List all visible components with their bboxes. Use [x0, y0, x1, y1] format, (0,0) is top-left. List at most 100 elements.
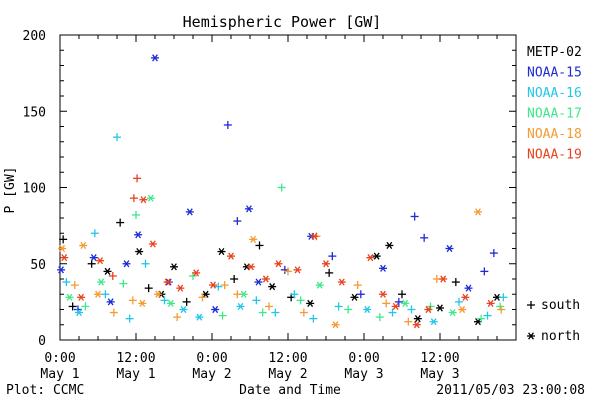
y-tick-label: 150: [23, 105, 46, 120]
x-tick-label-time: 0:00: [44, 351, 75, 366]
data-point-noaa-16: [62, 278, 71, 287]
data-point-metp-02: [217, 247, 226, 256]
data-point-metp-02: [87, 259, 96, 268]
data-point-noaa-16: [125, 314, 134, 323]
data-point-noaa-19: [366, 254, 375, 262]
data-point-noaa-18: [58, 244, 67, 253]
data-point-metp-02: [144, 284, 153, 293]
data-point-noaa-17: [344, 305, 353, 314]
legend-marker-label-south: south: [541, 298, 580, 313]
data-point-noaa-17: [132, 210, 140, 219]
data-point-noaa-18: [128, 296, 137, 305]
data-point-noaa-15: [223, 120, 232, 129]
data-point-noaa-19: [192, 269, 201, 277]
data-point-noaa-18: [382, 299, 391, 308]
x-tick-label-time: 0:00: [196, 351, 227, 366]
data-point-noaa-18: [458, 305, 467, 314]
data-point-noaa-18: [138, 299, 147, 307]
data-point-noaa-17: [97, 278, 106, 286]
x-tick-label-time: 12:00: [116, 351, 155, 366]
data-point-noaa-19: [227, 252, 235, 260]
data-point-noaa-17: [81, 302, 90, 311]
data-point-noaa-17: [277, 183, 286, 192]
data-point-noaa-19: [439, 275, 448, 283]
data-point-noaa-18: [233, 290, 242, 299]
data-point-noaa-19: [96, 257, 105, 265]
data-point-noaa-19: [148, 240, 157, 248]
x-axis-label: Date and Time: [239, 383, 341, 398]
data-point-noaa-17: [146, 194, 155, 202]
data-point-noaa-15: [134, 231, 143, 239]
data-point-noaa-19: [293, 266, 302, 274]
data-point-noaa-18: [299, 308, 308, 317]
data-point-noaa-16: [214, 282, 223, 291]
data-point-noaa-16: [160, 296, 169, 305]
data-point-noaa-19: [461, 293, 470, 301]
data-point-metp-02: [451, 278, 460, 287]
legend-marker-north-icon: [527, 332, 535, 340]
data-point-noaa-16: [363, 305, 372, 314]
data-point-noaa-16: [388, 308, 397, 317]
data-point-noaa-18: [331, 321, 340, 329]
data-point-noaa-16: [101, 290, 110, 299]
x-tick-label-date: May 1: [40, 367, 79, 382]
data-point-metp-02: [398, 290, 406, 299]
data-point-metp-02: [230, 275, 239, 283]
data-point-noaa-16: [75, 308, 83, 317]
x-tick-label-time: 12:00: [420, 351, 459, 366]
x-tick-label-date: May 2: [192, 367, 231, 382]
data-point-metp-02: [255, 241, 264, 250]
data-point-noaa-15: [410, 212, 419, 221]
legend-marker-south-icon: [527, 301, 535, 309]
series-noaa-16: [62, 133, 508, 326]
data-point-noaa-16: [113, 133, 121, 142]
data-point-noaa-15: [328, 252, 337, 261]
series-noaa-18: [58, 208, 506, 329]
data-point-noaa-18: [265, 302, 273, 311]
y-tick-label: 50: [30, 258, 46, 273]
data-point-noaa-18: [173, 313, 182, 322]
data-point-noaa-15: [233, 217, 242, 226]
legend-entry-noaa-16: NOAA-16: [527, 86, 582, 101]
x-tick-label-date: May 2: [268, 367, 307, 382]
data-point-noaa-18: [404, 317, 413, 326]
data-point-metp-02: [116, 218, 125, 227]
x-tick-label-date: May 3: [344, 367, 383, 382]
series-noaa-17: [65, 183, 505, 323]
data-point-noaa-15: [379, 264, 387, 272]
data-point-noaa-19: [60, 254, 69, 262]
data-point-noaa-15: [420, 233, 429, 242]
data-point-noaa-15: [464, 284, 473, 292]
data-point-noaa-19: [133, 174, 142, 183]
data-point-noaa-16: [141, 259, 150, 268]
data-point-noaa-19: [176, 284, 185, 292]
data-point-metp-02: [325, 268, 334, 277]
data-point-noaa-16: [252, 296, 261, 305]
data-point-noaa-15: [211, 305, 220, 314]
data-point-noaa-19: [391, 302, 400, 311]
data-point-metp-02: [372, 252, 381, 260]
data-point-noaa-15: [254, 278, 263, 286]
data-point-noaa-19: [337, 278, 346, 286]
y-axis-label: P [GW]: [3, 167, 18, 214]
data-point-noaa-15: [480, 267, 489, 276]
data-point-noaa-19: [129, 194, 138, 203]
data-point-noaa-19: [209, 281, 218, 289]
data-point-noaa-19: [274, 260, 283, 268]
data-point-noaa-16: [236, 302, 245, 311]
footer-plot-credit: Plot: CCMC: [6, 383, 84, 398]
data-point-noaa-16: [407, 305, 416, 314]
data-point-noaa-18: [220, 281, 229, 290]
data-point-metp-02: [268, 283, 277, 291]
data-point-metp-02: [103, 267, 112, 275]
data-point-noaa-16: [309, 314, 318, 323]
legend-entry-noaa-17: NOAA-17: [527, 107, 582, 122]
data-point-noaa-15: [151, 54, 159, 62]
data-point-noaa-18: [79, 241, 88, 250]
data-point-noaa-15: [57, 266, 66, 274]
x-tick-label-time: 12:00: [268, 351, 307, 366]
data-point-noaa-18: [284, 267, 292, 276]
